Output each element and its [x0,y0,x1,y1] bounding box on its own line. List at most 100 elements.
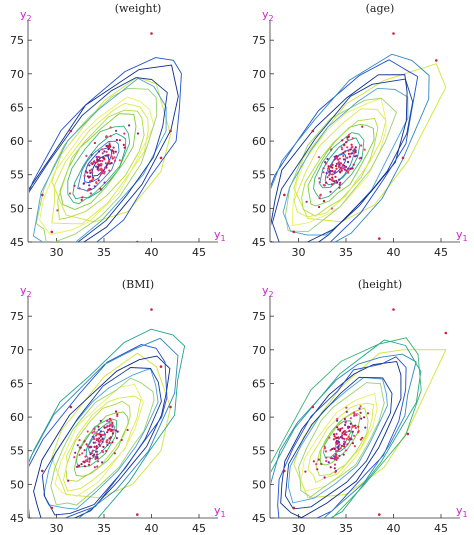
y-tick-label: 70 [10,344,24,357]
data-point [116,413,119,416]
x-tick-label: 40 [145,246,159,259]
data-point [104,162,107,165]
data-point [333,457,336,460]
data-point [96,453,99,456]
data-point [93,141,96,145]
x-tick-label: 40 [387,246,401,259]
x-axis-label: y1 [456,504,468,519]
data-point [108,420,111,423]
data-point [304,470,307,473]
data-point [93,427,96,430]
outlier-point [41,193,44,197]
data-point [338,186,341,189]
data-point [363,148,366,151]
data-point [323,445,326,448]
data-point [95,182,98,185]
data-point [93,445,96,448]
data-point [337,436,340,439]
data-point [341,148,344,151]
x-tick-label: 35 [97,246,111,259]
x-tick-label: 30 [292,522,306,535]
data-point [346,437,349,440]
depth-contour [271,78,414,242]
data-point [95,434,98,437]
data-point [93,466,96,469]
data-point [349,167,352,170]
depth-contour [43,367,159,510]
depth-contour [29,344,168,518]
depth-contour [285,97,398,233]
data-point [110,162,113,165]
depth-contour [65,400,131,482]
data-point [96,167,99,171]
data-point [316,468,319,471]
data-point [110,429,113,432]
data-point [354,146,357,149]
data-point [101,451,105,454]
data-point [78,187,81,190]
y-tick-label: 60 [252,411,266,424]
data-point [67,479,70,482]
outlier-point [50,230,54,234]
data-point [318,181,321,184]
outlier-point [136,240,139,242]
x-tick-label: 45 [434,522,448,535]
depth-contour [271,53,430,242]
y-tick-label: 75 [10,34,24,47]
data-point [329,449,332,452]
depth-contour [315,407,369,476]
data-point [79,446,82,449]
data-point [343,166,346,169]
data-point [334,175,337,178]
data-point [325,459,328,463]
data-point [364,426,367,429]
data-point [356,431,360,434]
data-point [91,431,94,434]
depth-contour [75,418,118,468]
data-point [56,209,59,212]
depth-contour [29,328,186,518]
data-point [91,162,94,166]
data-point [92,177,95,181]
data-point [83,440,86,443]
data-point [318,197,321,200]
y-tick-label: 70 [252,344,266,357]
outlier-point [392,308,395,311]
plot-area [29,308,186,518]
data-point [85,154,88,157]
data-point [104,154,108,157]
data-point [103,426,106,429]
outlier-point [311,129,315,133]
data-point [345,410,348,413]
data-point [88,460,91,463]
data-point [115,129,118,132]
data-point [348,429,351,432]
data-point [340,146,343,149]
data-point [340,436,344,439]
data-point [97,425,100,428]
data-point [99,172,102,175]
data-point [115,138,118,142]
x-tick-label: 30 [292,246,306,259]
y-tick-label: 50 [10,202,24,215]
plot-area [29,32,182,242]
x-axis-label: y1 [456,228,468,243]
y-tick-label: 45 [252,236,266,249]
data-point [353,148,356,151]
data-point [333,155,336,158]
data-point [99,439,102,442]
y-tick-label: 50 [252,202,266,215]
data-point [354,426,357,430]
depth-contour [293,108,387,218]
data-point [347,435,350,438]
data-point [331,177,334,181]
data-point [111,425,114,428]
data-point [344,449,347,452]
depth-contour [291,97,387,227]
data-point [107,148,110,151]
data-point [103,181,106,184]
data-point [347,167,350,170]
data-point [353,445,356,448]
outlier-point [311,405,315,409]
outlier-point [406,432,410,436]
